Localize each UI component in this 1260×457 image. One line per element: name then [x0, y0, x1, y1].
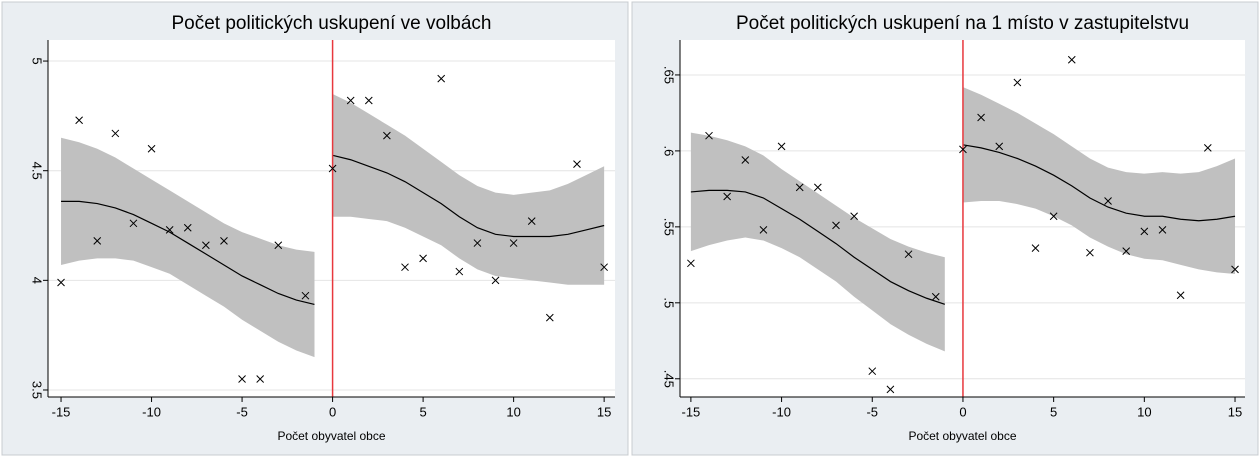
point: [1203, 144, 1212, 152]
point: [1013, 78, 1022, 87]
x-tick-label: 15: [597, 404, 611, 419]
point: [301, 291, 310, 300]
point: [111, 129, 120, 138]
point: [1031, 244, 1040, 252]
point: [977, 113, 985, 122]
point: [777, 142, 786, 151]
point: [723, 192, 732, 201]
point: [600, 263, 608, 272]
x-tick-label: 10: [1137, 404, 1151, 419]
point: [527, 217, 536, 225]
point: [1176, 291, 1185, 300]
chart-title: Počet politických uskupení na 1 místo v …: [736, 13, 1189, 34]
point: [455, 267, 464, 276]
point: [886, 385, 895, 394]
x-tick-label: 10: [506, 404, 520, 419]
point: [1158, 226, 1167, 234]
point: [509, 239, 518, 247]
point: [57, 278, 65, 287]
y-tick-label: .5: [662, 297, 677, 308]
x-tick-label: 15: [1228, 404, 1242, 419]
point: [491, 276, 500, 285]
point: [238, 375, 246, 383]
y-tick-label: .45: [662, 370, 677, 388]
point: [1086, 248, 1094, 257]
point: [1049, 212, 1058, 221]
y-tick-label: .65: [662, 66, 677, 84]
point: [346, 96, 355, 105]
point: [1140, 227, 1149, 236]
y-tick-label: 3.5: [30, 381, 45, 399]
point: [165, 226, 174, 234]
x-tick-label: -5: [236, 404, 248, 419]
confidence-band: [962, 87, 1236, 274]
fit-line: [332, 154, 605, 238]
y-tick-label: .55: [662, 218, 677, 236]
x-axis-label: Počet obyvatel obce: [908, 429, 1016, 443]
point: [274, 241, 283, 250]
x-tick-label: -5: [866, 404, 878, 419]
point: [328, 164, 337, 173]
x-tick-label: 5: [1050, 404, 1057, 419]
confidence-band: [61, 137, 315, 358]
x-tick-label: -10: [142, 404, 161, 419]
point: [759, 226, 768, 234]
point: [220, 237, 228, 245]
confidence-band: [690, 132, 945, 352]
point: [995, 142, 1004, 151]
point: [202, 241, 210, 250]
x-tick-label: -10: [772, 404, 791, 419]
point: [383, 131, 391, 140]
point: [813, 183, 822, 192]
point: [75, 116, 83, 125]
y-tick-label: .6: [662, 145, 677, 156]
point: [1067, 55, 1076, 64]
point: [401, 263, 409, 272]
point: [183, 223, 192, 232]
point: [93, 237, 102, 245]
fit-line: [61, 200, 315, 306]
point: [129, 219, 138, 228]
y-tick-label: 4.5: [30, 162, 45, 180]
point: [931, 292, 940, 301]
chart-title: Počet politických uskupení ve volbách: [171, 13, 491, 34]
point: [705, 131, 713, 140]
point: [868, 367, 877, 376]
point: [959, 145, 967, 154]
x-tick-label: 0: [959, 404, 966, 419]
x-tick-label: -15: [681, 404, 700, 419]
point: [419, 254, 427, 263]
point: [256, 375, 265, 383]
point: [545, 313, 554, 322]
x-tick-label: 5: [419, 404, 426, 419]
point: [147, 144, 156, 153]
point: [832, 221, 840, 230]
y-tick-label: 4: [30, 277, 45, 284]
point: [1122, 247, 1131, 256]
point: [573, 160, 581, 168]
fit-line: [962, 144, 1236, 222]
fit-line: [690, 189, 946, 305]
point: [364, 96, 373, 105]
point: [741, 156, 750, 164]
x-axis-label: Počet obyvatel obce: [277, 429, 385, 443]
x-tick-label: -15: [52, 404, 71, 419]
y-tick-label: 5: [30, 57, 45, 64]
point: [437, 74, 446, 83]
point: [795, 183, 804, 192]
point: [1231, 265, 1239, 274]
x-tick-label: 0: [329, 404, 336, 419]
point: [687, 259, 695, 268]
point: [850, 212, 858, 221]
point: [1104, 197, 1112, 205]
point: [904, 250, 913, 259]
point: [473, 239, 482, 247]
